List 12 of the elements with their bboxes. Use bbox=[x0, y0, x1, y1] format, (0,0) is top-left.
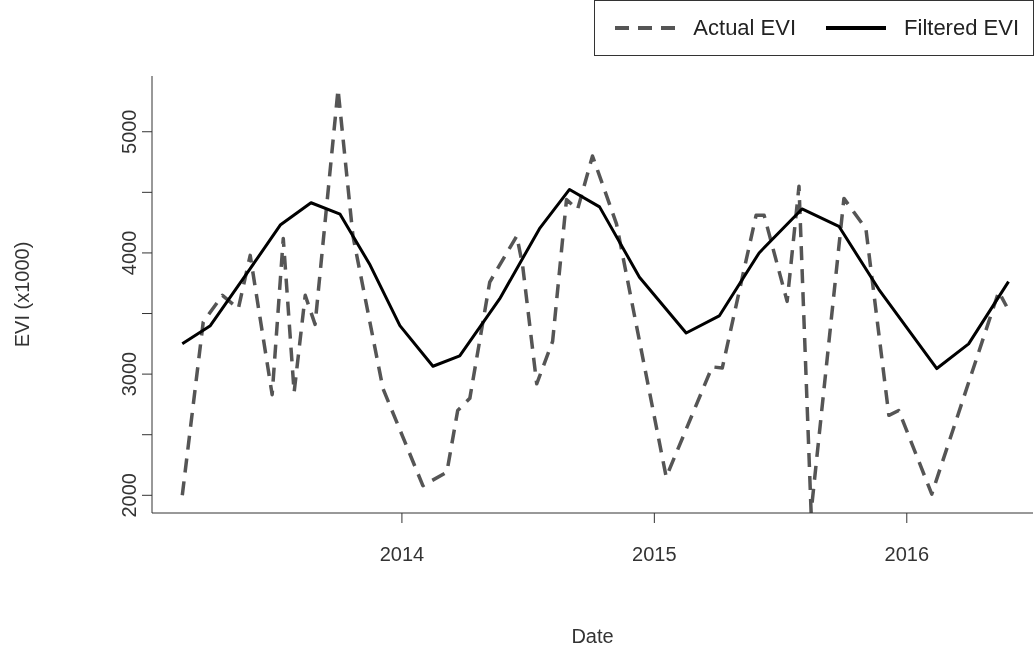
line-series bbox=[180, 187, 1011, 371]
x-axis-title: Date bbox=[571, 625, 614, 647]
x-tick-label: 2015 bbox=[632, 543, 677, 566]
legend-label: Actual EVI bbox=[693, 15, 797, 41]
y-tick-label: 4000 bbox=[118, 230, 140, 276]
legend-label: Filtered EVI bbox=[904, 15, 1019, 41]
x-tick-label: 2014 bbox=[379, 543, 425, 566]
y-tick-label: 2000 bbox=[118, 473, 140, 518]
y-tick-label: 5000 bbox=[118, 109, 140, 154]
x-tick-label: 2016 bbox=[884, 543, 930, 566]
y-tick-label: 3000 bbox=[118, 351, 140, 397]
y-axis-title: EVI (x1000) bbox=[11, 241, 34, 348]
